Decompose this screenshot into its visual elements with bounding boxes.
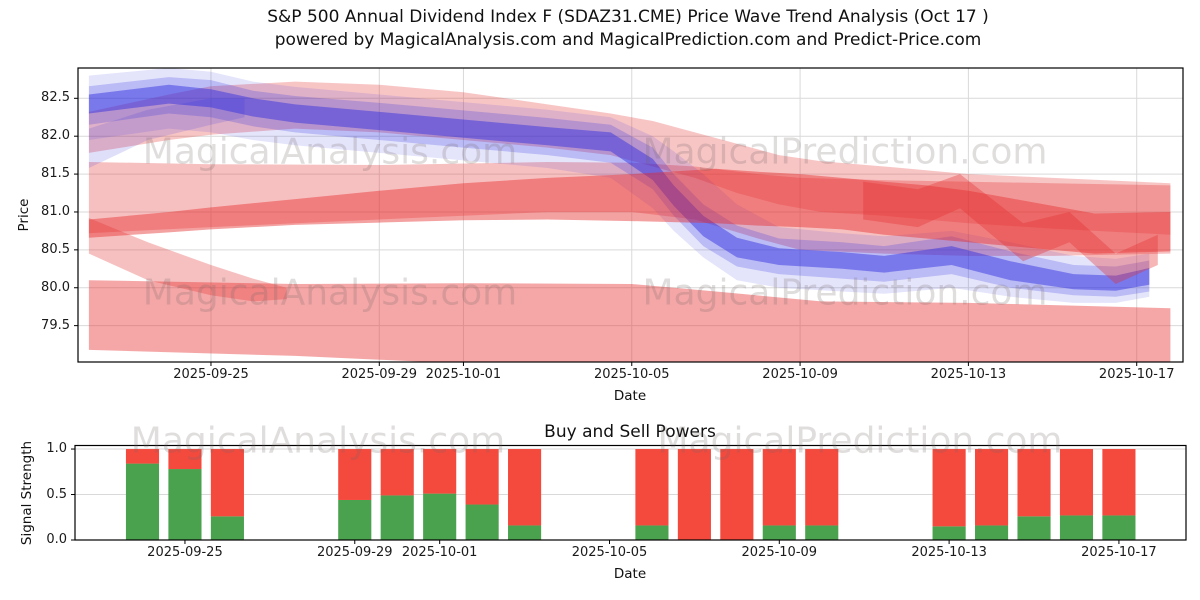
sell-bar [210, 449, 244, 517]
buy-bar [1059, 515, 1094, 540]
plot-border [77, 67, 1184, 363]
buy-bar [338, 499, 372, 540]
sell-bar [508, 449, 542, 526]
y-tick-label: 81.0 [41, 203, 70, 219]
sell-bar [677, 449, 711, 540]
x-tick-label: 2025-10-05 [571, 545, 648, 560]
sell-bar [380, 449, 414, 496]
y-tick-label: 1.0 [46, 441, 67, 457]
sell-bar [1059, 449, 1094, 516]
band-red-zigzag-wave [863, 174, 1158, 284]
figure-title-line1: S&P 500 Annual Dividend Index F (SDAZ31.… [267, 7, 989, 27]
sell-bar [975, 449, 1009, 526]
buy-bar [125, 463, 160, 540]
y-tick-label: 82.0 [41, 128, 70, 144]
sell-bar [720, 449, 754, 540]
buy-bar [805, 525, 839, 540]
sell-bar [1102, 449, 1136, 516]
sell-bar [1017, 449, 1051, 517]
buy-bar [380, 495, 414, 540]
y-tick-label: 82.5 [41, 90, 70, 106]
band-red-left-tail [88, 218, 287, 302]
signal-date-axis-label: Date [613, 566, 647, 582]
band-blue-core-band [88, 84, 1150, 291]
buy-bar [508, 525, 542, 540]
sell-bar [423, 449, 457, 494]
x-tick-label: 2025-09-25 [147, 545, 223, 560]
sell-bar [465, 449, 499, 505]
x-tick-label: 2025-10-01 [425, 367, 502, 382]
price-chart-plot [74, 67, 1184, 366]
sell-bar [762, 449, 796, 526]
x-tick-label: 2025-10-17 [1098, 367, 1175, 382]
x-tick-label: 2025-10-09 [741, 545, 818, 560]
x-tick-label: 2025-10-17 [1081, 545, 1157, 560]
x-tick-label: 2025-10-13 [911, 545, 987, 560]
y-tick-label: 80.5 [41, 241, 70, 257]
band-blue-envelope [88, 68, 1150, 303]
buy-bar [762, 525, 796, 540]
sell-bar [338, 449, 372, 500]
x-tick-label: 2025-10-05 [593, 367, 670, 382]
band-pink-bottom-band [88, 280, 1171, 362]
buy-bar [975, 525, 1009, 540]
y-tick-label: 0.0 [46, 532, 67, 547]
band-blue-left-wedge [88, 98, 245, 168]
x-tick-label: 2025-10-01 [401, 545, 478, 560]
band-pink-mid-band [88, 162, 1171, 256]
sell-bar [168, 449, 202, 470]
buy-bar [423, 493, 457, 540]
band-blue-mid-band [88, 77, 1150, 297]
sell-bar [635, 449, 669, 526]
x-tick-label: 2025-10-09 [762, 367, 838, 382]
buy-bar [635, 525, 669, 540]
x-tick-label: 2025-09-29 [316, 545, 393, 560]
buy-bar [465, 504, 499, 540]
y-tick-label: 80.0 [41, 279, 70, 295]
y-tick-label: 0.5 [46, 486, 67, 502]
signal-chart-plot [71, 444, 1187, 544]
buy-bar [1102, 515, 1136, 540]
x-tick-label: 2025-10-13 [930, 367, 1007, 382]
price-date-axis-label: Date [613, 388, 647, 404]
x-tick-label: 2025-09-25 [173, 367, 249, 382]
sell-bar [805, 449, 839, 526]
band-red-strong-band [88, 168, 1171, 254]
sell-bar [932, 449, 966, 527]
signal-chart-title: Buy and Sell Powers [544, 422, 716, 442]
sell-bar [125, 449, 160, 464]
buy-bar [210, 516, 244, 540]
band-pink-top-envelope [88, 81, 1171, 235]
buy-bar [932, 526, 966, 540]
figure-title-line2: powered by MagicalAnalysis.com and Magic… [274, 30, 982, 50]
y-tick-label: 81.5 [41, 166, 70, 182]
plot-border [74, 444, 1187, 541]
buy-bar [1017, 516, 1051, 540]
buy-bar [168, 469, 202, 540]
x-tick-label: 2025-09-29 [341, 367, 418, 382]
y-tick-label: 79.5 [41, 317, 70, 333]
